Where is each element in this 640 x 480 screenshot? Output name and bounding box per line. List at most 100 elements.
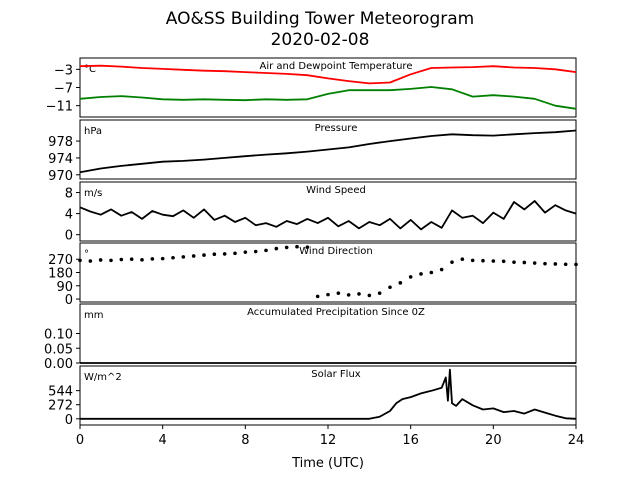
wind-direction-point (305, 245, 310, 249)
wind-speed-frame (79, 181, 577, 242)
wind-direction-point (429, 270, 434, 275)
wind-direction-point (140, 258, 144, 262)
wind-direction-ytick-label: 270 (48, 253, 73, 268)
wind-direction-unit-label: ° (84, 249, 89, 260)
solar-flux-ytick-label: 0 (65, 413, 73, 428)
wind-direction-point (253, 249, 258, 254)
wind-direction-point (439, 267, 444, 272)
wind-direction-ytick-label: 180 (48, 267, 73, 282)
solar-flux-series-0 (80, 368, 577, 420)
wind-direction-point (553, 262, 558, 266)
temp-ytick-label: −7 (54, 82, 73, 97)
wind-speed-series-0 (79, 200, 577, 231)
x-axis-label: Time (UTC) (291, 456, 364, 471)
wind-direction-point (367, 293, 372, 298)
x-tick-label: 16 (402, 433, 419, 448)
wind-direction-point (160, 256, 165, 261)
x-tick-label: 0 (76, 433, 84, 448)
precipitation-ytick-label: 0.10 (44, 328, 73, 343)
precipitation-ytick-label: 0.00 (44, 357, 73, 372)
wind-speed-ytick-label: 0 (65, 229, 73, 244)
wind-direction-point (563, 262, 568, 267)
x-tick-label: 12 (320, 433, 337, 448)
wind-direction-point (78, 258, 82, 263)
wind-speed-ytick-label: 8 (65, 187, 73, 202)
wind-speed-ytick-label: 4 (65, 208, 73, 223)
wind-direction-point (501, 259, 506, 264)
wind-direction-point (284, 245, 289, 250)
wind-direction-title: Wind Direction (299, 246, 373, 257)
wind-direction-point (274, 246, 279, 251)
wind-direction-point (109, 258, 113, 263)
wind-direction-point (512, 260, 516, 264)
pressure-ytick-label: 974 (48, 152, 73, 167)
x-tick-label: 4 (159, 433, 167, 448)
wind-direction-point (460, 257, 465, 262)
wind-direction-point (408, 275, 413, 279)
wind-direction-point (522, 260, 527, 265)
wind-direction-point (346, 293, 351, 297)
wind-direction-point (191, 254, 196, 258)
wind-direction-point (470, 258, 475, 263)
wind-direction-point (398, 281, 403, 285)
wind-speed-unit-label: m/s (84, 188, 102, 199)
wind-direction-point (491, 259, 496, 263)
precipitation-unit-label: mm (84, 310, 103, 321)
solar-flux-ytick-label: 272 (48, 399, 73, 414)
wind-direction-point (532, 261, 537, 265)
panel-pressure: Pressure hPa 978 974 970 (48, 119, 577, 184)
pressure-ytick-label: 978 (48, 135, 73, 150)
wind-direction-point (171, 255, 175, 260)
pressure-ytick-label: 970 (48, 169, 73, 184)
temp-series-1 (79, 86, 577, 110)
wind-direction-point (222, 252, 227, 256)
wind-direction-point (481, 258, 485, 263)
wind-direction-point (574, 262, 578, 267)
wind-direction-point (357, 292, 361, 296)
panels: Air and Dewpoint Temperature °C −3 −7 −11 Pre… (44, 57, 578, 428)
temp-ytick-label: −11 (46, 100, 73, 115)
panel-wind-speed: Wind Speed m/s 8 4 0 (65, 181, 577, 244)
x-tick-label: 20 (485, 433, 502, 448)
wind-direction-point (326, 292, 330, 297)
precipitation-title: Accumulated Precipitation Since 0Z (247, 307, 425, 318)
wind-direction-point (233, 251, 237, 256)
wind-direction-point (543, 261, 547, 266)
x-tick-label: 8 (241, 433, 249, 448)
wind-direction-point (129, 257, 134, 262)
wind-direction-point (88, 259, 93, 263)
panel-temp: Air and Dewpoint Temperature °C −3 −7 −11 (46, 57, 577, 118)
wind-direction-ytick-label: 0 (65, 293, 73, 308)
wind-direction-point (336, 291, 341, 295)
wind-direction-point (181, 255, 186, 259)
x-tick-label: 24 (568, 433, 585, 448)
wind-direction-point (377, 291, 382, 295)
pressure-series-0 (79, 129, 577, 174)
precipitation-ytick-label: 0.05 (44, 342, 73, 357)
wind-direction-point (119, 257, 124, 262)
panel-precipitation: Accumulated Precipitation Since 0Z mm 0.10… (44, 303, 577, 372)
wind-direction-point (264, 248, 268, 253)
pressure-unit-label: hPa (84, 126, 102, 137)
wind-direction-ytick-label: 90 (56, 280, 73, 295)
wind-direction-point (98, 258, 103, 262)
wind-direction-point (315, 294, 320, 299)
wind-direction-point (419, 272, 423, 276)
wind-direction-point (202, 253, 206, 257)
temp-unit-label: °C (84, 64, 96, 75)
wind-direction-point (243, 250, 248, 254)
temp-series-0 (79, 64, 577, 85)
chart-title: AO&SS Building Tower Meteorogram (166, 9, 474, 29)
wind-direction-point (150, 257, 155, 261)
temp-ytick-label: −3 (54, 63, 73, 78)
wind-direction-point (212, 252, 217, 257)
wind-direction-point (388, 285, 392, 290)
solar-flux-title: Solar Flux (311, 369, 361, 380)
solar-flux-ytick-label: 544 (48, 385, 73, 400)
chart-subtitle: 2020-02-08 (271, 30, 370, 50)
solar-flux-unit-label: W/m^2 (84, 372, 122, 383)
pressure-title: Pressure (315, 123, 358, 134)
